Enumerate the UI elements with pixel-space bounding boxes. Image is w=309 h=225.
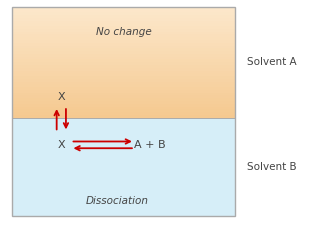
Bar [12,37,235,40]
Bar [12,73,235,76]
Text: Solvent A: Solvent A [247,57,297,67]
Bar [12,43,235,46]
Text: No change: No change [96,27,151,37]
Bar [12,48,235,51]
Bar [12,79,235,82]
Bar [12,21,235,23]
Bar [12,51,235,54]
Bar [12,118,235,216]
Bar [12,40,235,43]
Bar [12,95,235,98]
Text: Dissociation: Dissociation [86,196,149,206]
Bar [12,101,235,104]
Bar [12,84,235,87]
Bar [12,87,235,90]
Bar [12,104,235,107]
Bar [12,54,235,57]
Bar [12,70,235,73]
Bar [12,46,235,48]
Bar [12,98,235,101]
Bar [12,29,235,32]
Bar [12,76,235,79]
Bar [12,57,235,59]
Bar [12,18,235,21]
Text: X: X [57,140,65,150]
Bar [12,23,235,26]
Text: Solvent B: Solvent B [247,162,297,172]
Bar [12,65,235,68]
Bar [12,112,235,115]
Bar [12,26,235,29]
Bar [12,15,235,18]
Bar [12,59,235,62]
Bar [12,9,235,12]
Bar [12,107,235,109]
Text: X: X [57,92,65,102]
Bar [12,68,235,70]
Bar [12,109,235,112]
Text: A + B: A + B [134,140,166,150]
Bar [12,12,235,15]
Bar [12,32,235,34]
Bar [12,82,235,84]
Bar [12,93,235,95]
Bar [12,34,235,37]
Bar [12,90,235,93]
Bar [12,62,235,65]
Bar [12,7,235,9]
Bar [12,115,235,118]
Bar [12,7,235,216]
